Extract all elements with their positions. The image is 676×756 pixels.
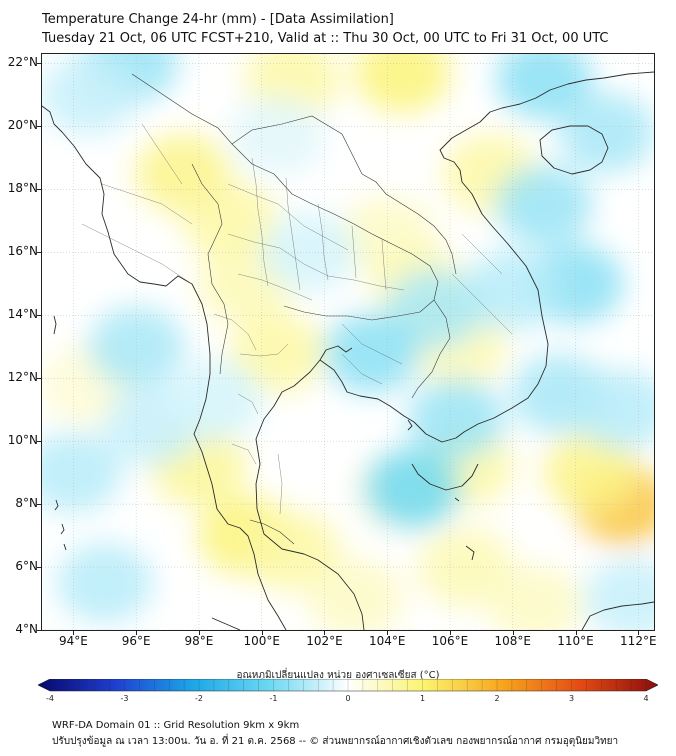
field-blob [496,54,593,120]
coastlines [42,71,654,630]
longitude-tick [450,631,451,635]
field-blob [166,360,263,441]
field-blob [486,564,583,630]
longitude-label: 94°E [58,634,88,648]
field-blob [386,268,483,349]
colorbar-title: อุณหภูมิเปลี่ยนแปลง หน่วย องศาเซลเซียส (… [236,670,440,681]
longitude-label: 98°E [184,634,214,648]
field-blob [182,180,279,261]
field-blob [42,432,122,513]
field-blob [464,250,561,331]
latitude-tick [37,630,41,631]
latitude-label: 12°N [7,370,38,385]
field-blob [229,313,326,394]
field-blob [260,212,357,293]
longitude-label: 100°E [243,634,280,648]
colorbar-tick-label: -1 [269,694,278,703]
latitude-tick [37,378,41,380]
latitude-label: 6°N [15,559,38,574]
longitude-label: 108°E [494,634,532,648]
colorbar-tick-label: 0 [345,694,351,703]
longitude-label: 106°E [431,634,469,648]
field-blob [229,95,326,176]
field-blob [42,54,138,135]
field-blob [364,448,461,529]
latitude-label: 20°N [7,118,38,133]
field-blob [574,369,654,450]
footer-model-info: WRF-DA Domain 01 :: Grid Resolution 9km … [52,720,300,731]
colorbar-tick-label: -3 [120,694,129,703]
field-blob [307,558,404,630]
latitude-label: 22°N [7,55,38,70]
latitude-label: 8°N [15,496,38,511]
field-blob [354,54,451,113]
colorbar-tick-label: -4 [46,694,54,703]
field-blob [323,313,420,394]
field-blob [558,92,654,173]
longitude-label: 104°E [368,634,406,648]
footer-credit: ปรับปรุงข้อมูล ณ เวลา 13:00น. วัน อ. ที่… [52,736,619,747]
graticule [42,54,654,630]
longitude-tick [387,631,389,635]
latitude-tick [37,504,41,506]
field-blob [88,306,185,387]
latitude-tick [37,189,41,191]
field-blob [584,558,654,630]
country-borders [131,73,457,545]
longitude-tick [73,631,75,635]
latitude-tick [37,126,41,128]
map-title: Temperature Change 24-hr (mm) - [Data As… [42,12,394,27]
longitude-label: 102°E [306,634,343,648]
field-blob [496,165,593,246]
latitude-tick [37,441,41,443]
longitude-tick [638,631,640,635]
field-blob [408,379,505,460]
latitude-tick [37,252,41,254]
latitude-tick [37,315,41,317]
longitude-tick [136,631,138,635]
map-subtitle: Tuesday 21 Oct, 06 UTC FCST+210, Valid a… [42,31,609,46]
latitude-tick [37,63,41,65]
latitude-label: 14°N [7,307,38,322]
colorbar-tick-label: 4 [643,694,649,703]
field-blob [543,432,640,513]
latitude-label: 4°N [15,622,38,636]
latitude-label: 10°N [7,433,38,448]
longitude-tick [512,631,514,635]
field-blob [56,542,153,623]
longitude-tick [324,631,326,635]
map-panel [41,53,655,631]
temperature-field [42,54,654,630]
colorbar-tick-label: 1 [419,694,426,703]
province-borders [81,123,513,515]
longitude-label: 112°E [620,634,657,648]
map-canvas [42,54,654,630]
latitude-tick [37,567,41,569]
colorbar [38,679,658,692]
longitude-tick [198,631,200,635]
longitude-tick [261,631,263,635]
latitude-label: 16°N [7,244,38,259]
longitude-label: 96°E [121,634,151,648]
longitude-tick [575,631,577,635]
colorbar-tick-label: 3 [568,694,575,703]
longitude-label: 110°E [557,634,594,648]
colorbar-tick-label: -2 [195,694,203,703]
latitude-label: 18°N [7,181,38,196]
colorbar-tick-label: 2 [494,694,500,703]
